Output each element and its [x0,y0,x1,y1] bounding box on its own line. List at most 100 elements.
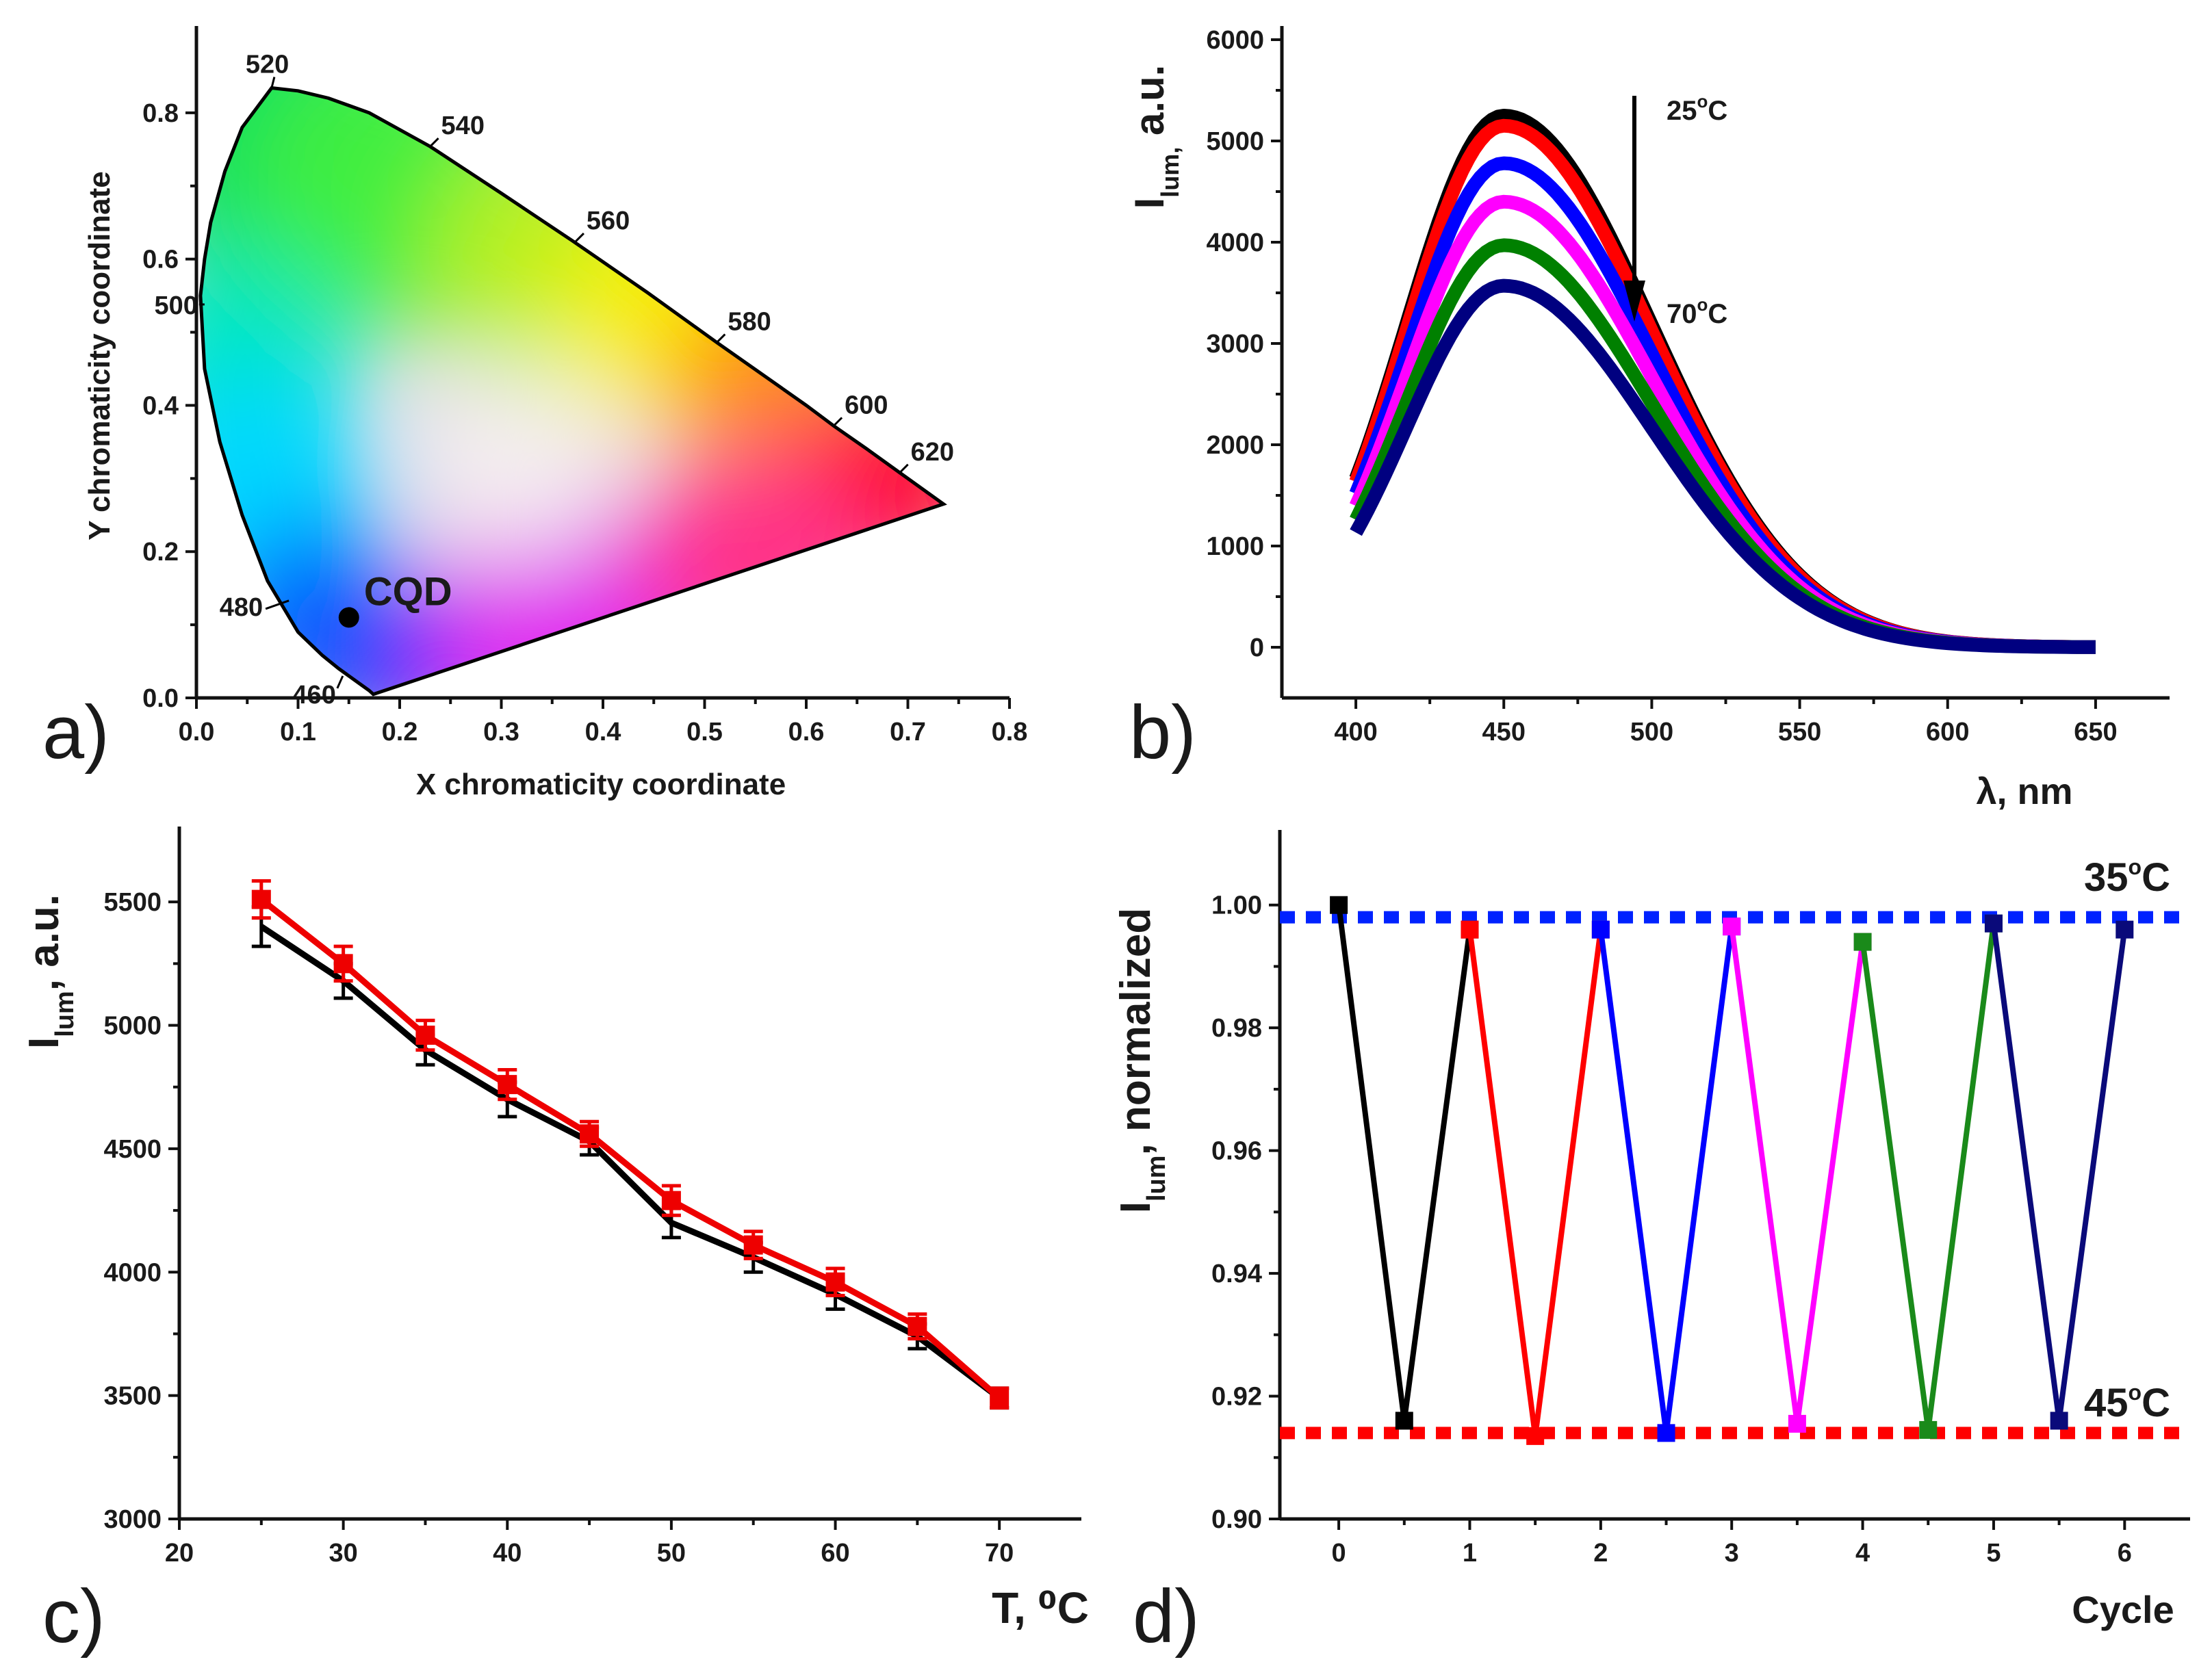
cycle-point [1330,896,1348,914]
data-point [580,1124,600,1144]
data-point [908,1316,927,1336]
cycle-point [1657,1424,1675,1442]
temperature-arrow-head [1623,281,1645,322]
wavelength-label: 600 [845,391,888,419]
x-tick-label: 30 [329,1539,357,1568]
y-tick-label: 0.4 [142,391,179,420]
wavelength-label: 620 [911,438,954,467]
cycle-point [1395,1412,1413,1430]
wavelength-label: 480 [220,593,263,622]
data-point [825,1272,845,1292]
cycle-point [1723,918,1741,936]
cie-gamut-fill [200,88,944,694]
x-tick-label: 70 [985,1539,1014,1568]
y-tick-label: 4500 [103,1135,162,1164]
panel-d-xlabel: Cycle [2072,1588,2174,1631]
panel-b-ylabel: Ilum, a.u. [1127,65,1184,209]
cycle-point [1984,914,2003,933]
cqd-point [338,607,359,628]
wavelength-label: 580 [728,308,771,337]
x-tick-label: 0.2 [382,718,418,746]
y-tick-label: 3500 [103,1382,162,1411]
x-tick-label: 60 [821,1539,849,1568]
cycle-point [1591,920,1610,939]
panel-d-reference-lines [1280,911,2190,1440]
wavelength-tick [429,137,439,148]
x-tick-label: 450 [1482,718,1526,746]
x-tick-label: 3 [1725,1539,1739,1568]
panel-c-intensity-vs-temperature: 20 30 40 50 60 70 3000 3500 4000 4500 5000 5500 T, … [21,827,1089,1659]
annotation-25c: 25oC [1667,91,1727,126]
x-tick-label: 650 [2074,718,2117,746]
y-tick-label: 0.90 [1211,1505,1262,1534]
cycle-point [1919,1420,1938,1439]
spectrum-70c [1350,278,2097,654]
y-tick-label: 0.8 [142,99,179,128]
x-tick-label: 5 [1986,1539,2001,1568]
wavelength-label: 460 [292,681,335,710]
panel-c-series [251,879,1009,1410]
cycle-line [1597,926,1735,1433]
x-tick-label: 0.6 [788,718,825,746]
cycle-point [1461,920,1479,939]
gamut-blob [426,367,618,560]
series-line-cooling [259,897,1002,1401]
panel-b-label: b) [1129,690,1196,775]
wavelength-label: 540 [441,112,485,140]
x-tick-label: 4 [1855,1539,1870,1568]
y-tick-label: 0.96 [1211,1137,1262,1166]
data-point [498,1075,517,1095]
y-tick-label: 0.6 [142,246,179,274]
x-tick-label: 400 [1334,718,1377,746]
cycle-line [1729,926,1866,1425]
cycle-line [1990,923,2128,1421]
y-tick-label: 0.94 [1211,1260,1262,1288]
panel-d-label: d) [1133,1574,1200,1659]
y-tick-label: 5000 [1206,127,1264,156]
x-tick-label: 0.8 [992,718,1028,746]
panel-b-spectra [1349,109,2097,654]
wavelength-tick [574,232,584,243]
x-tick-label: 0.7 [890,718,926,746]
x-tick-label: 2 [1593,1539,1608,1568]
panel-d-ylabel: Ilum, normalized [1112,908,1171,1214]
y-tick-label: 1000 [1206,532,1264,561]
y-tick-label: 0.92 [1211,1383,1262,1412]
wavelength-tick [265,599,290,610]
x-tick-label: 500 [1630,718,1673,746]
y-tick-label: 6000 [1206,26,1264,55]
wavelength-labels: 520 540 560 580 600 620 500 480 460 [154,51,954,710]
panel-b-axes: 400 450 500 550 600 650 0 1000 2000 3000 4000 5000 6… [1206,26,2170,746]
wavelength-tick [336,675,344,689]
cqd-label: CQD [364,569,452,614]
wavelength-tick [270,77,276,88]
panel-b-emission-spectra: 400 450 500 550 600 650 0 1000 2000 3000 4000 5000 6… [1127,26,2170,812]
data-point [661,1191,681,1210]
panel-d-series [1330,896,2134,1445]
x-tick-label: 550 [1778,718,1821,746]
x-tick-label: 0.3 [483,718,519,746]
x-tick-label: 600 [1926,718,1969,746]
panel-a-ylabel: Y chromaticity coordinate [83,171,116,541]
cycle-point [1853,933,1872,951]
y-tick-label: 5500 [103,888,162,917]
cycle-point [1526,1427,1545,1445]
x-tick-label: 20 [165,1539,194,1568]
x-tick-label: 6 [2118,1539,2132,1568]
cycle-point [2115,920,2134,939]
x-tick-label: 0.1 [280,718,316,746]
cycle-line [1467,929,1604,1437]
panel-a-xlabel: X chromaticity coordinate [416,768,786,801]
panel-d-axes: 0 1 2 3 4 5 6 0.90 0.92 0.94 0.96 0.98 1.00 [1211,830,2190,1568]
cycle-line [1336,905,1473,1421]
y-tick-label: 2000 [1206,431,1264,460]
x-tick-label: 0.0 [179,718,215,746]
wavelength-tick [716,333,726,343]
y-tick-label: 4000 [1206,229,1264,257]
wavelength-label: 520 [246,51,289,79]
x-tick-label: 0 [1332,1539,1346,1568]
gamut-blob [639,442,872,675]
data-point [415,1025,435,1045]
